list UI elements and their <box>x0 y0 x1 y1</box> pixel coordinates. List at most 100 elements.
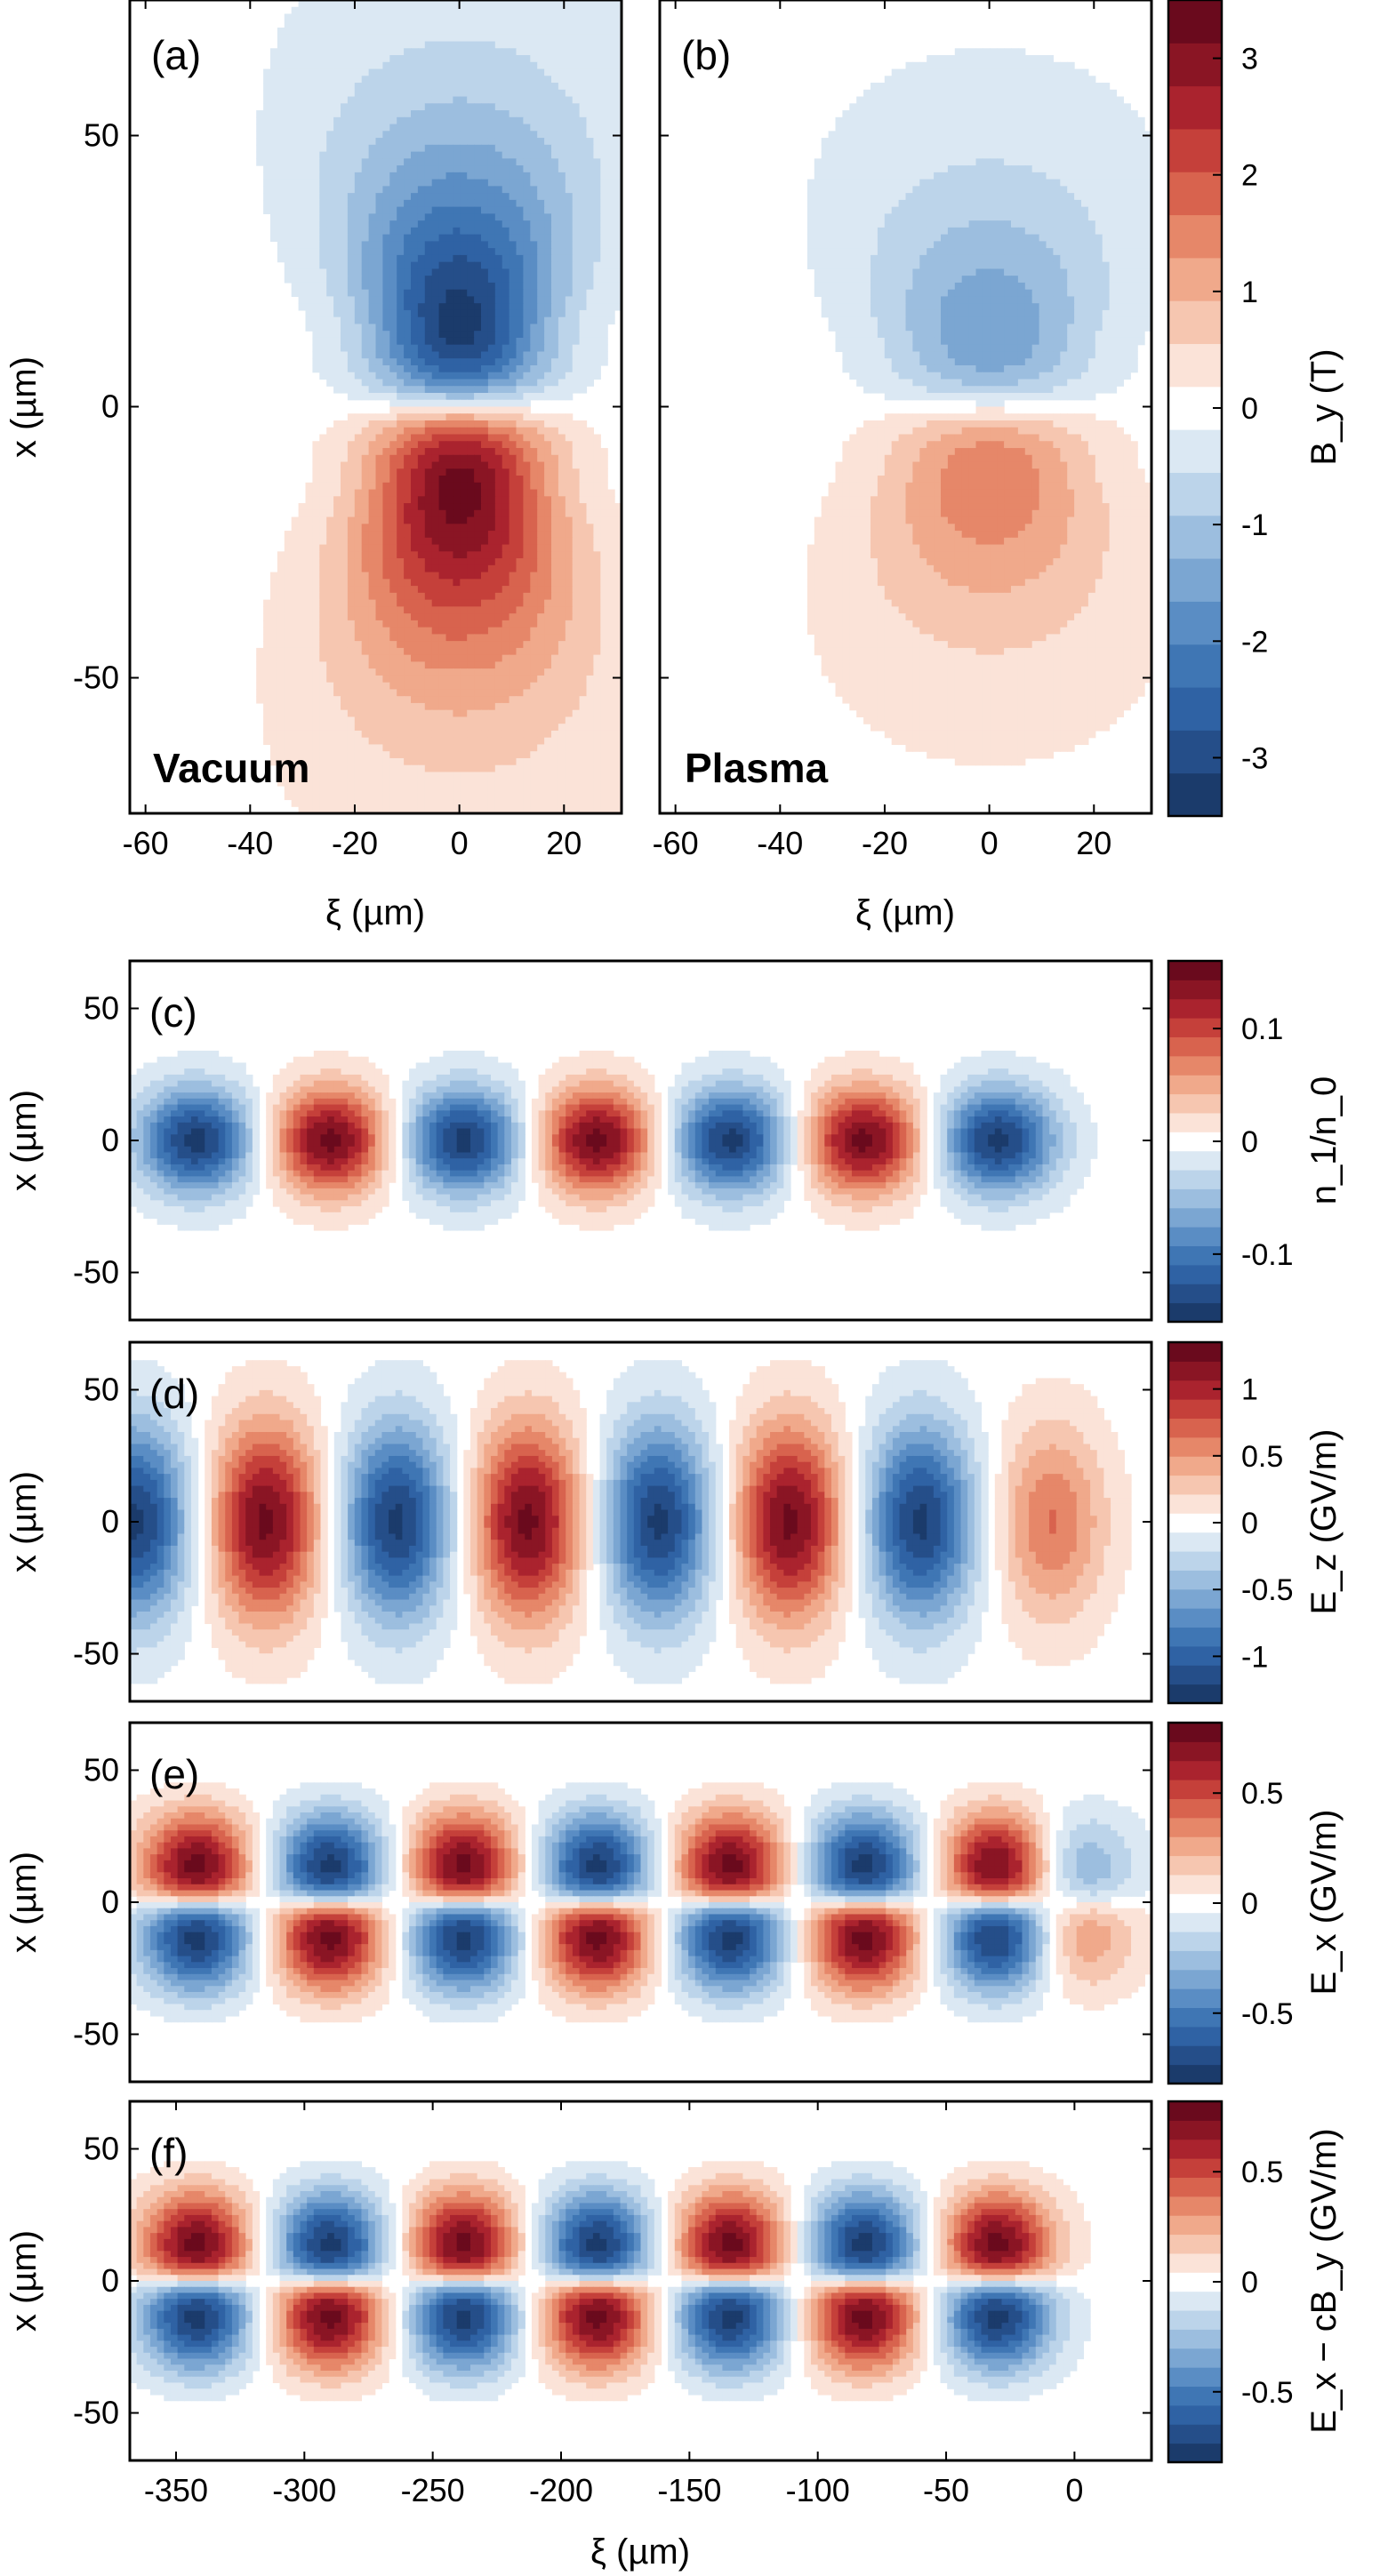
heatmap-cell <box>424 331 433 339</box>
heatmap-cell <box>341 289 349 298</box>
heatmap-cell <box>453 392 461 401</box>
heatmap-cell <box>586 276 594 284</box>
heatmap-cell <box>523 358 531 366</box>
heatmap-cell <box>361 186 370 194</box>
heatmap-cell <box>411 448 419 456</box>
heatmap-cell <box>558 476 566 484</box>
heatmap-cell <box>481 358 489 366</box>
heatmap-cell <box>333 206 341 214</box>
heatmap-cell <box>291 696 300 704</box>
heatmap-cell <box>551 316 559 325</box>
heatmap-cell <box>354 76 363 84</box>
heatmap-cell <box>579 179 588 187</box>
heatmap-cell <box>284 592 293 601</box>
heatmap-cell <box>375 516 383 524</box>
heatmap-cell <box>474 144 482 153</box>
heatmap-cell <box>333 213 341 221</box>
heatmap-cell <box>354 620 363 628</box>
heatmap-cell <box>404 509 412 518</box>
heatmap-cell <box>333 709 341 718</box>
heatmap-cell <box>494 420 503 428</box>
heatmap-cell <box>445 261 453 270</box>
heatmap-cell <box>523 551 531 559</box>
heatmap-cell <box>572 296 581 304</box>
heatmap-cell <box>614 620 622 628</box>
heatmap-cell <box>607 634 615 642</box>
heatmap-cell <box>572 434 581 442</box>
heatmap-cell <box>431 468 440 476</box>
heatmap-cell <box>586 76 594 84</box>
heatmap-cell <box>565 461 574 469</box>
heatmap-cell <box>523 476 531 484</box>
heatmap-cell <box>361 268 370 276</box>
heatmap-cell <box>516 599 524 607</box>
heatmap-cell <box>509 668 517 676</box>
heatmap-cell <box>586 476 594 484</box>
heatmap-cell <box>291 13 300 21</box>
heatmap-cell <box>509 268 517 276</box>
heatmap-cell <box>445 55 453 63</box>
heatmap-cell <box>579 372 588 380</box>
heatmap-cell <box>474 76 482 84</box>
heatmap-cell <box>544 0 552 8</box>
heatmap-cell <box>487 634 496 642</box>
heatmap-cell <box>431 179 440 187</box>
heatmap-cell <box>347 606 356 614</box>
heatmap-cell <box>558 668 566 676</box>
heatmap-cell <box>397 668 405 676</box>
heatmap-cell <box>270 627 278 635</box>
heatmap-cell <box>319 6 327 15</box>
heatmap-cell <box>431 48 440 56</box>
heatmap-cell <box>382 689 390 697</box>
heatmap-cell <box>460 599 468 607</box>
heatmap-cell <box>438 131 447 139</box>
heatmap-cell <box>487 379 496 387</box>
heatmap-cell <box>572 372 581 380</box>
heatmap-cell <box>270 592 278 601</box>
heatmap-cell <box>319 199 327 208</box>
heatmap-cell <box>501 261 510 270</box>
heatmap-cell <box>501 351 510 359</box>
heatmap-cell <box>417 724 426 732</box>
heatmap-cell <box>487 165 496 173</box>
heatmap-cell <box>586 289 594 298</box>
heatmap-cell <box>537 531 545 539</box>
heatmap-cell <box>411 103 419 111</box>
heatmap-cell <box>277 586 285 594</box>
heatmap-cell <box>474 199 482 208</box>
heatmap-cell <box>284 564 293 573</box>
heatmap-cell <box>474 206 482 214</box>
heatmap-cell <box>544 124 552 132</box>
heatmap-cell <box>375 20 383 28</box>
heatmap-cell <box>600 131 608 139</box>
heatmap-cell <box>397 76 405 84</box>
heatmap-cell <box>368 647 377 656</box>
heatmap-cell <box>523 0 531 8</box>
heatmap-cell <box>291 641 300 649</box>
heatmap-cell <box>537 454 545 463</box>
heatmap-cell <box>565 89 574 98</box>
heatmap-cell <box>368 386 377 394</box>
heatmap-cell <box>277 606 285 614</box>
heatmap-cell <box>424 434 433 442</box>
heatmap-cell <box>494 248 503 256</box>
heatmap-cell <box>487 41 496 49</box>
heatmap-cell <box>501 379 510 387</box>
heatmap-cell <box>530 392 538 401</box>
heatmap-cell <box>263 89 271 98</box>
heatmap-cell <box>537 0 545 8</box>
heatmap-cell <box>474 406 482 414</box>
heatmap-cell <box>382 358 390 366</box>
heatmap-cell <box>487 55 496 63</box>
heatmap-cell <box>467 358 475 366</box>
heatmap-cell <box>572 675 581 684</box>
heatmap-cell <box>397 131 405 139</box>
heatmap-cell <box>397 55 405 63</box>
heatmap-cell <box>460 544 468 552</box>
heatmap-cell <box>460 61 468 70</box>
heatmap-cell <box>438 592 447 601</box>
heatmap-cell <box>319 476 327 484</box>
heatmap-cell <box>494 193 503 201</box>
heatmap-cell <box>411 351 419 359</box>
heatmap-cell <box>431 144 440 153</box>
